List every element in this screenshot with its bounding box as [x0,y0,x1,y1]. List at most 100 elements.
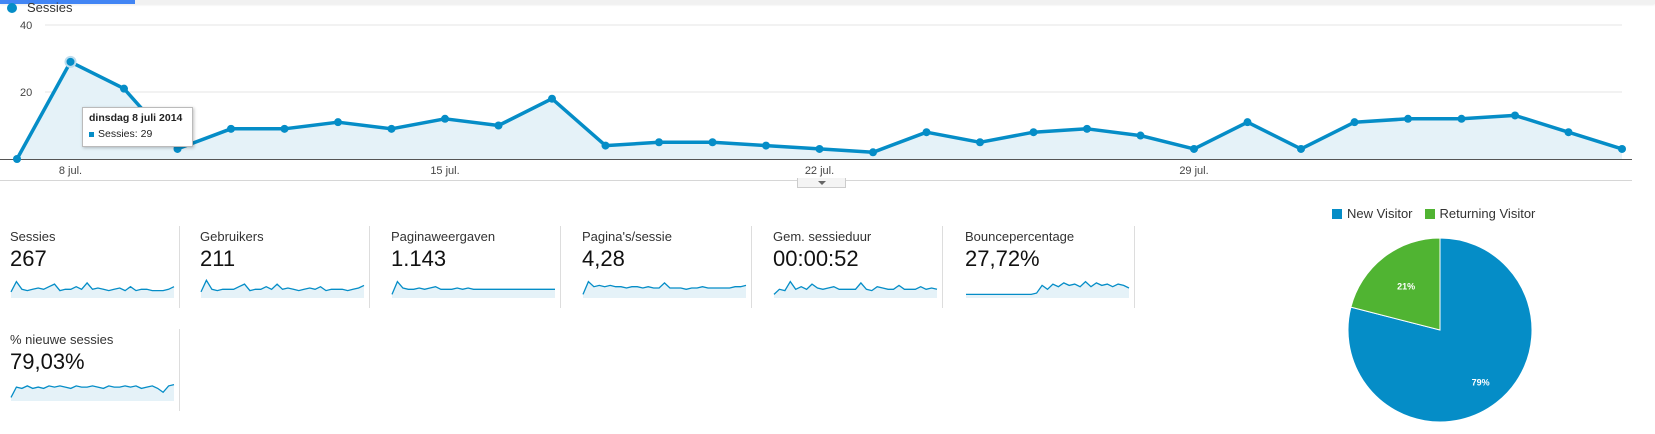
sessions-point[interactable] [869,148,877,157]
metric-bouncepercentage[interactable]: Bouncepercentage 27,72% [955,226,1135,308]
tooltip-swatch [89,131,94,137]
sparkline-line [391,280,555,295]
sessions-point[interactable] [334,118,342,127]
metric-gem-sessieduur[interactable]: Gem. sessieduur 00:00:52 [763,226,943,308]
metric-value: 00:00:52 [773,246,859,271]
metric-label: Pagina's/sessie [582,229,672,244]
sessions-point[interactable] [1457,114,1466,123]
metric-value: 4,28 [582,246,625,271]
metric-sessies[interactable]: Sessies 267 [0,226,180,308]
visitor-type-pie-chart[interactable]: 79% 21% [1345,235,1535,425]
sessions-legend-dot [7,2,17,13]
sessions-point[interactable] [120,84,128,93]
metric-sparkline [10,280,175,298]
metric-sparkline [582,280,747,298]
sessions-point[interactable] [922,128,931,137]
chart-collapse-handle[interactable] [797,178,846,188]
metric-nieuwe-sessies[interactable]: % nieuwe sessies 79,03% [0,329,180,411]
sparkline-line [10,280,175,293]
metric-value: 267 [10,246,47,271]
sessions-point[interactable] [1297,144,1305,153]
legend-returning-visitor-label: Returning Visitor [1439,206,1536,221]
sessions-point[interactable] [708,138,717,147]
legend-new-visitor[interactable]: New Visitor [1332,206,1413,221]
metric-sparkline [773,280,938,298]
sessions-point[interactable] [1243,118,1252,127]
sessions-point[interactable] [1190,144,1198,153]
pie-label-returning-visitor: 21% [1397,281,1415,291]
sessions-point[interactable] [227,124,235,133]
sessions-point[interactable] [280,124,289,133]
tooltip-value: Sessies: 29 [98,128,153,140]
metric-sparkline [200,278,365,298]
pie-slice-new-visitor[interactable] [1347,237,1533,423]
sessions-point[interactable] [1511,111,1519,120]
sessions-area-fill [17,61,1622,159]
x-tick-label: 15 jul. [430,165,459,177]
sessions-point[interactable] [494,121,503,130]
sessions-legend-label: Sessies [27,0,73,15]
sessions-point[interactable] [1564,128,1573,137]
sessions-point[interactable] [1350,118,1359,127]
sessions-point[interactable] [1136,131,1145,140]
sparkline-area [11,384,174,401]
metric-sparkline [10,383,175,401]
chart-legend[interactable]: Sessies [7,0,73,15]
y-tick-label: 20 [20,87,32,99]
sparkline-line [773,280,938,295]
sessions-point[interactable] [601,141,610,150]
sparkline-area [583,281,746,298]
metric-value: 27,72% [965,246,1040,271]
returning-visitor-swatch [1424,208,1435,219]
metric-label: Bouncepercentage [965,229,1075,244]
sessions-point-highlighted[interactable] [64,55,77,68]
sessions-point[interactable] [976,138,984,147]
metric-label: Sessies [10,229,56,244]
metric-gebruikers[interactable]: Gebruikers 211 [190,226,370,308]
x-tick-label: 29 jul. [1179,165,1208,177]
sessions-point[interactable] [815,144,824,153]
metric-label: % nieuwe sessies [10,332,114,347]
pie-legend[interactable]: New Visitor Returning Visitor [1332,206,1547,221]
legend-new-visitor-label: New Visitor [1347,206,1413,221]
sparkline-line [10,383,175,398]
sessions-point[interactable] [1083,124,1091,133]
pie-slice-returning-visitor[interactable] [1350,237,1441,331]
new-visitor-swatch [1332,208,1342,219]
chevron-down-icon [817,180,826,185]
sessions-point[interactable] [13,155,21,163]
sparkline-line [200,278,365,293]
metric-paginaweergaven[interactable]: Paginaweergaven 1.143 [381,226,561,308]
sparkline-area [201,280,364,298]
sessions-point[interactable] [1404,114,1412,123]
sparkline-line [966,280,1130,296]
sessions-point[interactable] [655,138,663,147]
sessions-point[interactable] [1618,144,1626,153]
chart-tooltip: dinsdag 8 juli 2014 Sessies: 29 [82,107,193,147]
metric-value: 1.143 [391,246,447,271]
x-tick-label: 8 jul. [59,165,82,177]
metric-paginas-per-sessie[interactable]: Pagina's/sessie 4,28 [572,226,752,308]
metric-label: Gem. sessieduur [773,229,872,244]
tooltip-row: Sessies: 29 [89,128,186,140]
sessions-point[interactable] [548,94,556,103]
metric-sparkline [391,280,555,298]
tooltip-date: dinsdag 8 juli 2014 [89,112,183,124]
sessions-point[interactable] [441,114,449,123]
sessions-point[interactable] [1029,128,1038,137]
sessions-point[interactable] [762,141,770,150]
metric-value: 211 [200,246,236,271]
active-tab-indicator [0,0,135,4]
top-toolbar-strip [0,0,1655,4]
x-axis-ticks: 8 jul. 15 jul. 22 jul. 29 jul. [59,165,1209,177]
metric-sparkline [966,280,1130,298]
metric-value: 79,03% [10,349,85,374]
metric-label: Gebruikers [200,229,264,244]
y-tick-label: 40 [20,20,32,32]
sessions-point[interactable] [387,124,396,133]
legend-returning-visitor[interactable]: Returning Visitor [1424,206,1536,221]
sparkline-line [582,280,747,295]
